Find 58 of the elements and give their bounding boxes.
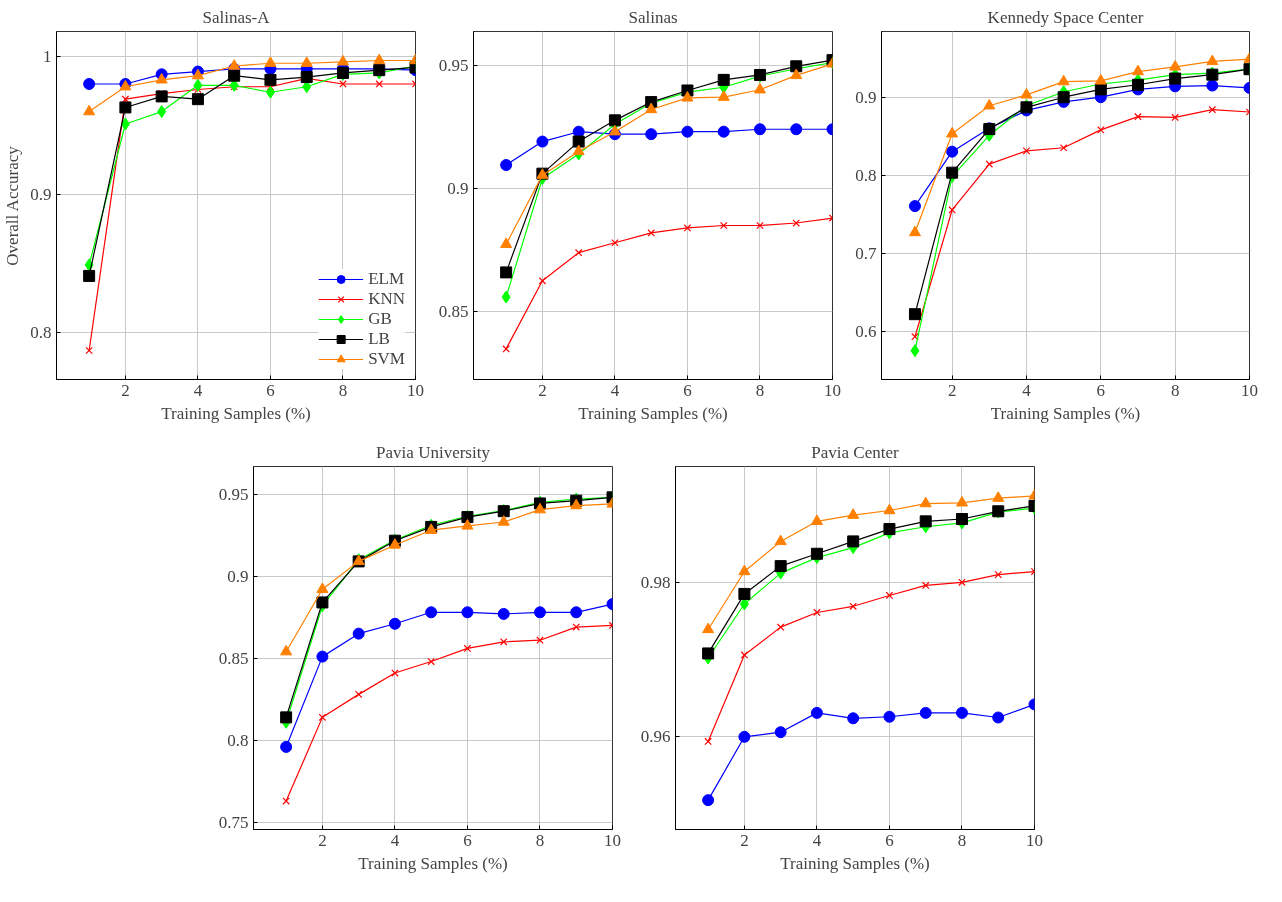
- y-tick-label: 0.9: [855, 88, 877, 108]
- x-axis-title: Training Samples (%): [578, 403, 728, 423]
- chart-title: Pavia Center: [811, 442, 900, 462]
- x-axis-title: Training Samples (%): [358, 853, 508, 873]
- x-tick-label: 6: [1096, 380, 1106, 400]
- legend-label: ELM: [368, 269, 405, 289]
- x-tick-label: 6: [463, 830, 472, 850]
- x-tick-label: 8: [1170, 380, 1180, 400]
- y-tick-label: 0.95: [218, 484, 249, 504]
- chart-title: Salinas: [628, 7, 678, 27]
- x-tick-label: 4: [610, 380, 620, 400]
- x-tick-label: 8: [338, 380, 348, 400]
- y-tick-label: 0.8: [227, 730, 249, 750]
- y-tick-label: 0.95: [438, 55, 469, 75]
- x-tick-label: 10: [604, 830, 621, 850]
- x-tick-label: 2: [740, 830, 749, 850]
- x-tick-label: 4: [390, 830, 400, 850]
- x-tick-label: 8: [535, 830, 545, 850]
- x-tick-label: 8: [957, 830, 967, 850]
- y-axis-title: Overall Accuracy: [3, 145, 23, 266]
- x-tick-label: 4: [1022, 380, 1032, 400]
- legend-label: GB: [368, 309, 392, 329]
- chart-title: Salinas-A: [202, 7, 271, 27]
- y-tick-label: 0.85: [218, 648, 249, 668]
- y-tick-label: 0.9: [447, 178, 469, 198]
- y-tick-label: 0.98: [640, 572, 671, 592]
- y-tick-label: 1: [43, 46, 52, 66]
- x-tick-label: 4: [812, 830, 822, 850]
- y-tick-label: 0.96: [640, 727, 671, 747]
- x-tick-label: 2: [318, 830, 327, 850]
- x-tick-label: 10: [407, 380, 424, 400]
- y-tick-label: 0.9: [227, 566, 249, 586]
- y-tick-label: 0.7: [855, 244, 877, 264]
- x-tick-label: 2: [121, 380, 130, 400]
- x-tick-label: 6: [885, 830, 894, 850]
- x-tick-label: 2: [947, 380, 957, 400]
- y-tick-label: 0.6: [855, 321, 877, 341]
- x-tick-label: 10: [1241, 380, 1258, 400]
- y-tick-label: 0.75: [218, 812, 249, 832]
- y-tick-label: 0.9: [30, 184, 52, 204]
- x-tick-label: 10: [1026, 830, 1043, 850]
- x-tick-label: 8: [755, 380, 765, 400]
- x-axis-title: Training Samples (%): [990, 403, 1141, 423]
- x-tick-label: 4: [193, 380, 203, 400]
- x-tick-label: 10: [824, 380, 841, 400]
- legend-label: KNN: [368, 289, 405, 309]
- chart-title: Kennedy Space Center: [987, 7, 1144, 27]
- legend-label: LB: [368, 329, 390, 349]
- x-tick-label: 2: [538, 380, 547, 400]
- chart-title: Pavia University: [376, 442, 491, 462]
- x-tick-label: 6: [683, 380, 692, 400]
- x-tick-label: 6: [266, 380, 275, 400]
- y-tick-label: 0.85: [438, 302, 469, 322]
- y-tick-label: 0.8: [855, 166, 877, 186]
- x-axis-title: Training Samples (%): [161, 403, 311, 423]
- y-tick-label: 0.8: [30, 323, 52, 343]
- x-axis-title: Training Samples (%): [780, 853, 930, 873]
- legend-label: SVM: [368, 349, 405, 369]
